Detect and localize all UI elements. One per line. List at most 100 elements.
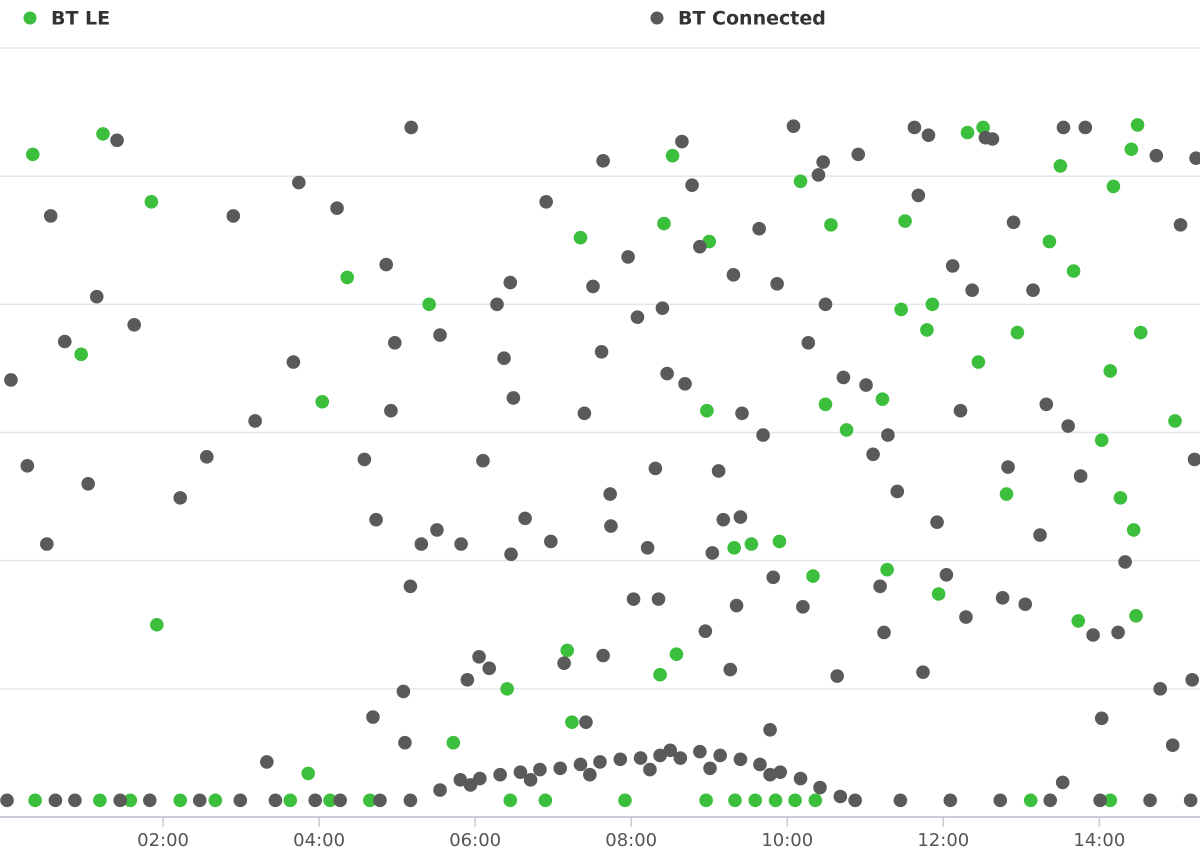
point [557,656,571,670]
point [143,793,157,808]
point [433,328,447,342]
point [921,128,936,142]
point [173,793,188,808]
point [1149,148,1164,163]
point [1103,793,1118,808]
point [657,216,671,231]
point [96,127,110,141]
point [848,793,862,808]
point [422,297,436,312]
point [1173,218,1188,232]
point [414,537,429,551]
point [460,673,475,687]
point [995,591,1010,605]
point [663,743,678,758]
point [1043,793,1057,808]
point [504,547,518,562]
point [669,647,684,662]
point [20,459,35,473]
point [150,617,164,632]
point [308,793,323,808]
point [596,648,610,663]
point [446,735,461,750]
point [0,793,14,808]
point [577,406,592,421]
point [818,397,833,412]
point [890,484,905,499]
point [808,793,823,808]
point [713,748,727,763]
x-tick-label: 06:00 [449,830,501,851]
point [538,793,553,808]
point [1153,682,1168,696]
point [1061,419,1075,433]
point [763,723,777,737]
point [711,464,726,478]
x-tick-label: 12:00 [917,830,969,851]
point [930,515,944,530]
series-1 [0,119,1200,808]
point [727,541,742,555]
point [626,592,641,606]
point [945,259,960,273]
point [1189,151,1200,166]
point [939,567,954,582]
point [25,147,40,162]
point [4,373,18,387]
point [693,744,707,759]
point [894,302,908,317]
point [1033,528,1047,542]
point [199,450,214,464]
point [1066,264,1081,278]
point [403,793,418,808]
point [1039,397,1054,412]
point [1165,738,1180,753]
x-tick-label: 08:00 [605,830,657,851]
point [673,751,688,765]
point [1026,283,1040,298]
point [283,793,298,808]
point [993,793,1008,808]
point [544,534,558,549]
point [208,793,223,808]
point [931,587,946,601]
point [226,209,241,223]
point [816,155,830,169]
point [396,684,411,699]
point [573,757,588,772]
point [733,510,748,524]
point [430,523,444,537]
point [1124,142,1139,157]
point [916,665,930,679]
point [113,793,127,808]
point [1130,118,1145,132]
point [768,793,783,808]
point [698,624,713,638]
point [387,335,402,350]
point [74,347,88,362]
point [482,661,497,676]
point [1111,625,1125,640]
point [583,767,597,782]
point [685,178,699,192]
point [476,453,490,468]
point [851,147,866,162]
point [48,793,63,808]
point [1094,433,1109,447]
point [675,134,689,149]
point [1093,793,1107,808]
point [497,351,511,365]
point [744,537,759,551]
point [260,755,274,769]
point [811,168,826,182]
point [127,318,142,332]
point [700,403,714,418]
point [618,793,632,808]
point [985,132,1000,146]
point [648,461,663,476]
point [716,512,731,527]
point [971,355,986,369]
point [833,789,848,804]
